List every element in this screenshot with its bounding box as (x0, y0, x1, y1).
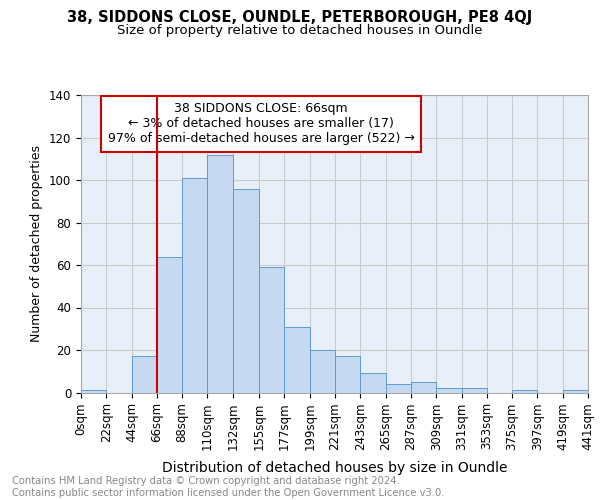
Bar (81, 390, 106, 392)
Bar (436, 388, 461, 392)
Y-axis label: Number of detached properties: Number of detached properties (31, 145, 43, 342)
Bar (208, 154, 233, 392)
Bar (157, 256, 182, 392)
Bar (512, 390, 538, 392)
Bar (461, 388, 487, 392)
Bar (335, 356, 361, 392)
Bar (563, 390, 588, 392)
Bar (131, 356, 157, 392)
Text: Size of property relative to detached houses in Oundle: Size of property relative to detached ho… (117, 24, 483, 37)
X-axis label: Distribution of detached houses by size in Oundle: Distribution of detached houses by size … (162, 461, 507, 475)
Bar (233, 188, 259, 392)
Bar (411, 382, 436, 392)
Text: 38, SIDDONS CLOSE, OUNDLE, PETERBOROUGH, PE8 4QJ: 38, SIDDONS CLOSE, OUNDLE, PETERBOROUGH,… (67, 10, 533, 25)
Bar (259, 267, 284, 392)
Bar (182, 178, 208, 392)
Text: 38 SIDDONS CLOSE: 66sqm
← 3% of detached houses are smaller (17)
97% of semi-det: 38 SIDDONS CLOSE: 66sqm ← 3% of detached… (107, 102, 415, 146)
Bar (310, 350, 335, 393)
Bar (386, 384, 411, 392)
Bar (284, 326, 310, 392)
Bar (361, 374, 386, 392)
Text: Contains HM Land Registry data © Crown copyright and database right 2024.
Contai: Contains HM Land Registry data © Crown c… (12, 476, 445, 498)
